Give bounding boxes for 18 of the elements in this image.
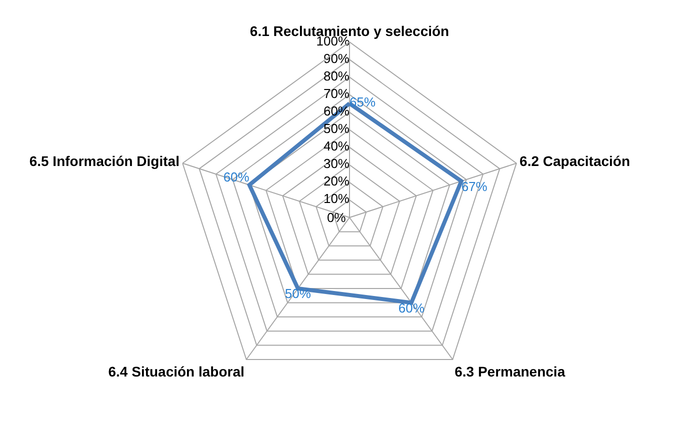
- data-label: 67%: [461, 178, 488, 194]
- y-tick-label: 80%: [323, 68, 350, 84]
- data-label: 60%: [223, 170, 250, 185]
- y-tick-label: 50%: [323, 121, 350, 136]
- data-label: 50%: [284, 286, 312, 302]
- y-tick-label: 20%: [323, 174, 350, 189]
- data-label: 60%: [398, 300, 425, 316]
- y-tick-label: 30%: [323, 156, 350, 172]
- spoke-label: 6.5 Información Digital: [29, 153, 180, 170]
- spoke-label: 6.2 Capacitación: [520, 153, 630, 170]
- y-tick-label: 0%: [327, 210, 346, 225]
- y-tick-label: 90%: [323, 50, 350, 66]
- y-tick-label: 70%: [323, 86, 350, 101]
- y-tick-label: 10%: [323, 191, 350, 206]
- y-tick-label: 40%: [323, 138, 350, 154]
- spoke-label: 6.3 Permanencia: [454, 363, 566, 380]
- data-label: 65%: [350, 94, 376, 110]
- spoke-label: 6.4 Situación laboral: [108, 363, 244, 380]
